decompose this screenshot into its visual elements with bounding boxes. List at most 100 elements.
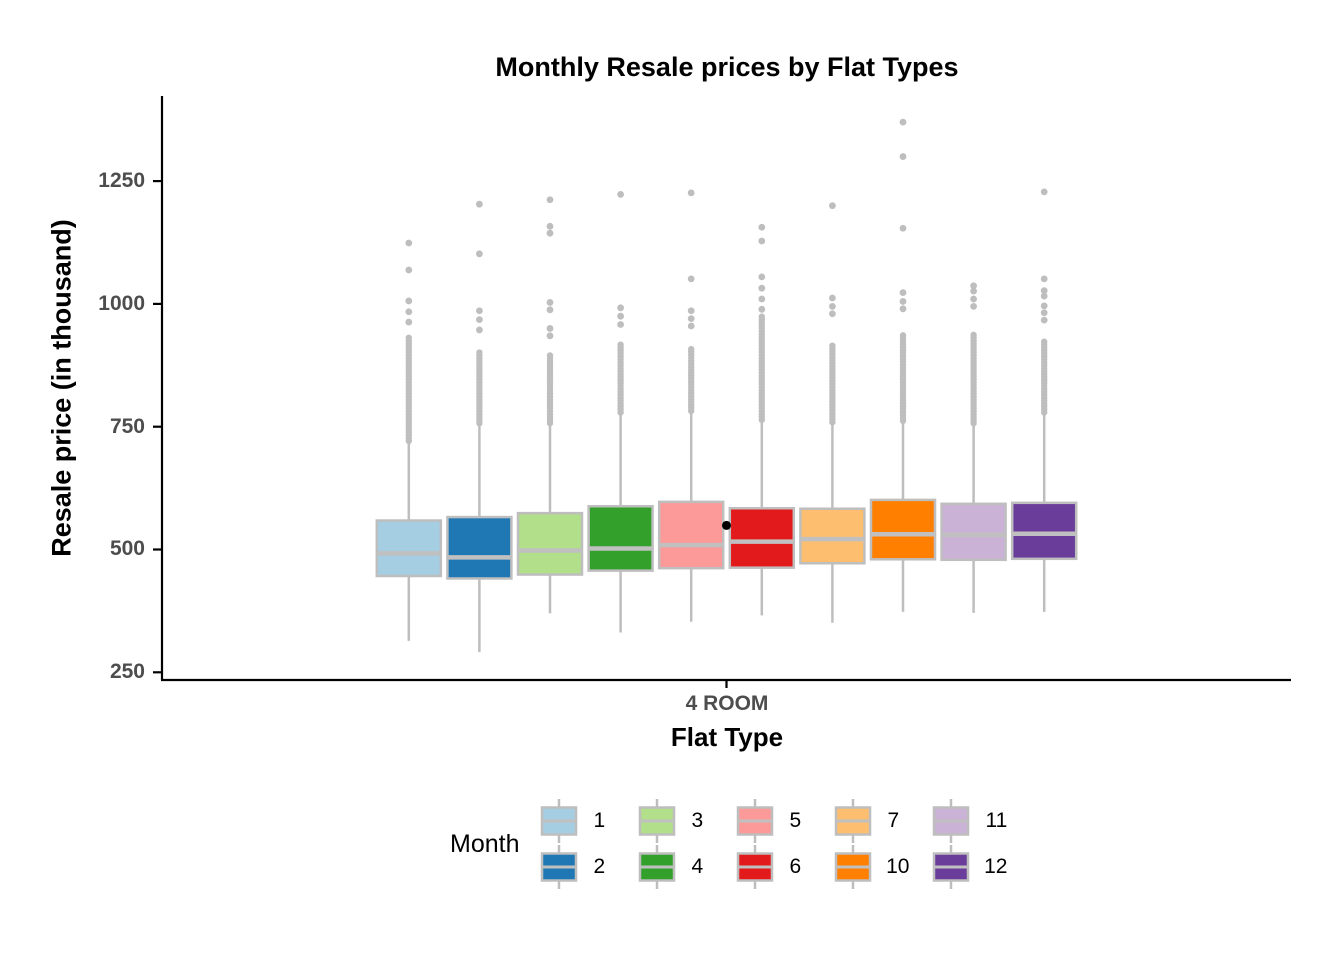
legend-label: 5	[789, 809, 802, 832]
outlier-dot	[617, 341, 624, 348]
outlier-dot	[617, 312, 624, 320]
outlier-dot	[546, 306, 554, 314]
y-tick-label-1000: 1000	[98, 291, 145, 315]
outlier-dot	[970, 282, 977, 290]
boxplot-key-icon	[835, 799, 872, 843]
outlier-dot	[758, 313, 765, 320]
boxplot-key-icon	[737, 845, 774, 889]
outlier-dot	[1040, 188, 1048, 196]
legend-item-month-6: 6	[735, 845, 811, 889]
outlier-dot	[899, 118, 907, 126]
legend-item-month-2: 2	[539, 845, 615, 889]
boxplot-key-icon	[835, 845, 872, 889]
outlier-dot	[1040, 287, 1048, 295]
outlier-dot	[617, 190, 624, 198]
mean-point	[722, 520, 731, 530]
y-axis-label: Resale price (in thousand)	[46, 219, 77, 557]
outlier-dot	[829, 310, 836, 318]
legend-label: 10	[886, 855, 910, 878]
outlier-dot	[405, 239, 413, 247]
outlier-dot	[405, 266, 413, 274]
legend-label: 7	[887, 809, 900, 832]
y-tick-label-250: 250	[109, 660, 145, 684]
boxplot-key-icon	[541, 799, 578, 843]
boxplot-key-icon	[933, 799, 970, 843]
outlier-dot	[899, 332, 907, 339]
outlier-dot	[758, 273, 766, 281]
outlier-dot	[1040, 316, 1048, 324]
outlier-dot	[970, 287, 977, 295]
outlier-dot	[687, 315, 695, 323]
boxplot-key-icon	[933, 845, 970, 889]
y-tick-label-500: 500	[109, 537, 145, 561]
legend-items: 1 2 3 4 5 6 7 10 11 12	[539, 798, 1007, 890]
outlier-dot	[687, 307, 695, 315]
legend-item-month-12: 12	[931, 845, 1007, 889]
legend-item-month-7: 7	[833, 799, 909, 843]
outlier-dot	[546, 299, 554, 306]
outlier-dot	[970, 295, 977, 303]
x-axis-label: Flat Type	[670, 722, 784, 752]
boxplot-key-icon	[737, 799, 774, 843]
box-month-5	[657, 500, 725, 570]
outlier-dot	[1040, 302, 1048, 310]
outlier-dot	[687, 322, 695, 330]
outlier-dot	[758, 223, 766, 231]
outlier-dot	[546, 196, 554, 204]
outlier-dot	[1040, 275, 1048, 283]
box-month-6	[728, 506, 796, 569]
box-month-7	[799, 507, 866, 565]
legend-item-month-1: 1	[539, 799, 615, 843]
outlier-dot	[1040, 309, 1048, 317]
outlier-dot	[758, 284, 766, 292]
outlier-dot	[405, 334, 412, 341]
outlier-dot	[758, 237, 766, 245]
outlier-dot	[617, 304, 624, 312]
outlier-dot	[829, 294, 836, 302]
legend-label: 3	[691, 809, 704, 832]
boxplot-key-icon	[541, 845, 578, 889]
box-month-12	[1010, 501, 1078, 561]
box-month-1	[375, 519, 443, 578]
legend: Month 1 2 3 4 5 6 7 10 11 12	[450, 798, 1007, 890]
outlier-dot	[476, 200, 483, 208]
outlier-dot	[687, 275, 695, 283]
category-tick-label: 4 ROOM	[685, 692, 769, 715]
legend-item-month-4: 4	[637, 845, 713, 889]
outlier-dot	[476, 349, 483, 356]
legend-title: Month	[450, 829, 520, 858]
outlier-dot	[546, 222, 554, 230]
outlier-dot	[476, 326, 483, 334]
y-tick-label-750: 750	[109, 414, 145, 438]
boxplot-key-icon	[639, 799, 676, 843]
outlier-dot	[829, 302, 836, 310]
outlier-dot	[405, 308, 413, 316]
outlier-dot	[758, 295, 766, 303]
outlier-dot	[546, 229, 554, 237]
legend-item-month-5: 5	[735, 799, 811, 843]
box-month-3	[516, 511, 584, 576]
y-tick-label-1250: 1250	[98, 169, 145, 193]
legend-item-month-3: 3	[637, 799, 713, 843]
outlier-dot	[476, 307, 483, 315]
outlier-dot	[546, 332, 554, 340]
legend-label: 2	[593, 855, 606, 878]
outlier-dot	[476, 316, 483, 324]
legend-label: 12	[984, 855, 1008, 878]
outlier-dot	[970, 331, 977, 339]
outlier-dot	[1041, 338, 1048, 345]
outlier-dot	[687, 189, 695, 197]
box-month-11	[940, 502, 1007, 562]
outlier-dot	[758, 305, 766, 313]
legend-label: 1	[593, 809, 606, 832]
outlier-dot	[476, 250, 483, 258]
box-month-4	[587, 505, 654, 572]
legend-label: 11	[985, 809, 1008, 832]
outlier-dot	[899, 289, 907, 297]
outlier-dot	[970, 302, 977, 310]
chart-title: Monthly Resale prices by Flat Types	[495, 52, 959, 82]
legend-label: 4	[691, 855, 704, 878]
outlier-dot	[546, 325, 554, 332]
